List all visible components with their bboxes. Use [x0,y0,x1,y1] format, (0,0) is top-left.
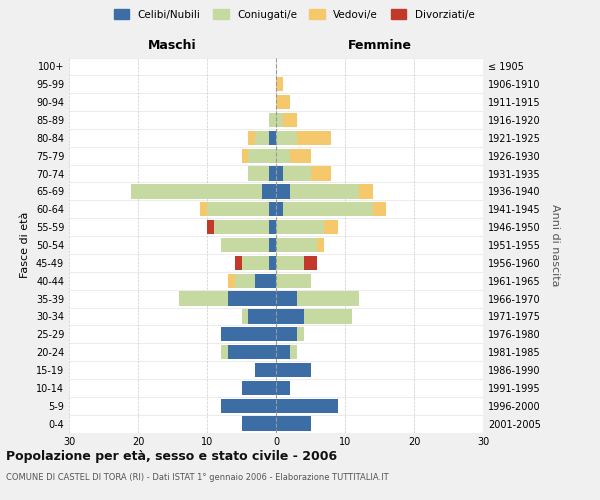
Bar [276,274,311,288]
Bar [290,184,359,198]
Legend: Celibi/Nubili, Coniugati/e, Vedovi/e, Divorziati/e: Celibi/Nubili, Coniugati/e, Vedovi/e, Di… [109,5,479,24]
Bar [248,148,276,163]
Bar [269,130,276,145]
Bar [179,292,228,306]
Bar [276,166,283,180]
Text: COMUNE DI CASTEL DI TORA (RI) - Dati ISTAT 1° gennaio 2006 - Elaborazione TUTTIT: COMUNE DI CASTEL DI TORA (RI) - Dati IST… [6,472,389,482]
Bar [228,292,276,306]
Bar [269,113,276,127]
Bar [304,310,352,324]
Bar [317,238,324,252]
Bar [221,327,276,342]
Bar [269,202,276,216]
Bar [290,148,311,163]
Bar [276,256,304,270]
Bar [283,202,373,216]
Bar [256,274,276,288]
Bar [248,166,269,180]
Bar [131,184,262,198]
Bar [276,202,283,216]
Bar [359,184,373,198]
Bar [207,220,214,234]
Bar [296,327,304,342]
Bar [241,148,248,163]
Bar [276,113,283,127]
Bar [311,166,331,180]
Bar [276,77,283,92]
Text: Popolazione per età, sesso e stato civile - 2006: Popolazione per età, sesso e stato civil… [6,450,337,463]
Bar [241,416,276,430]
Bar [269,220,276,234]
Bar [248,310,276,324]
Bar [283,113,296,127]
Bar [256,363,276,377]
Bar [228,274,235,288]
Bar [276,130,296,145]
Text: Femmine: Femmine [347,39,412,52]
Bar [276,95,290,110]
Bar [214,220,269,234]
Bar [235,274,256,288]
Bar [296,292,359,306]
Bar [269,166,276,180]
Bar [269,256,276,270]
Bar [242,256,269,270]
Bar [276,184,290,198]
Bar [241,380,276,395]
Bar [373,202,386,216]
Bar [221,238,269,252]
Bar [276,238,317,252]
Bar [248,130,256,145]
Bar [325,220,338,234]
Bar [276,220,325,234]
Bar [256,130,269,145]
Bar [276,416,311,430]
Bar [221,345,228,360]
Bar [228,345,276,360]
Y-axis label: Fasce di età: Fasce di età [20,212,30,278]
Bar [276,363,311,377]
Bar [283,166,311,180]
Text: Maschi: Maschi [148,39,197,52]
Bar [304,256,317,270]
Bar [276,292,296,306]
Bar [276,310,304,324]
Bar [269,238,276,252]
Bar [276,380,290,395]
Bar [290,345,296,360]
Bar [207,202,269,216]
Bar [276,345,290,360]
Y-axis label: Anni di nascita: Anni di nascita [550,204,560,286]
Bar [241,310,248,324]
Bar [276,398,338,413]
Bar [262,184,276,198]
Bar [235,256,241,270]
Bar [296,130,331,145]
Bar [276,327,296,342]
Bar [221,398,276,413]
Bar [200,202,207,216]
Bar [276,148,290,163]
